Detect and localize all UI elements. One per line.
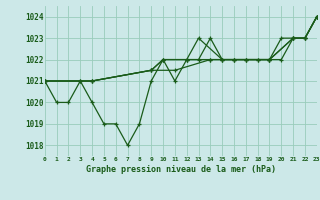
X-axis label: Graphe pression niveau de la mer (hPa): Graphe pression niveau de la mer (hPa) <box>86 165 276 174</box>
